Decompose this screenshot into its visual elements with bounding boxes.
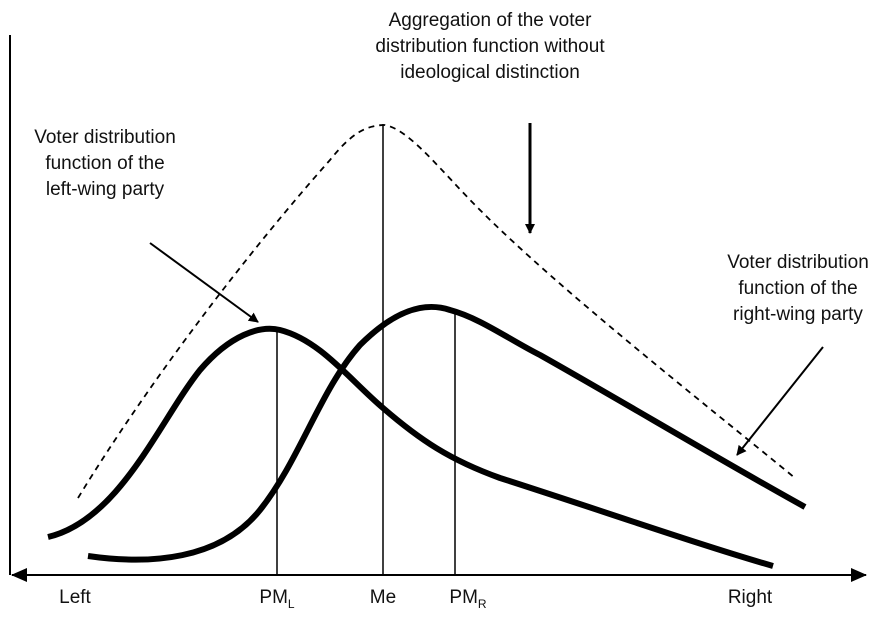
annotation-line: distribution function without (375, 36, 605, 57)
annotation-line: ideological distinction (400, 62, 580, 83)
right-pointer (736, 346, 824, 456)
annotation-line: right-wing party (733, 304, 863, 325)
left-pointer (149, 242, 259, 323)
annotation-line: left-wing party (46, 179, 165, 200)
left-party-curve (47, 325, 774, 569)
annotation-line: Aggregation of the voter (389, 10, 592, 31)
aggregate-curve (77, 124, 796, 499)
marker-sub: L (288, 597, 295, 611)
axis-label: Left (59, 587, 91, 608)
marker-label: PML (259, 587, 295, 611)
annotation-line: Voter distribution (727, 252, 869, 273)
annotation-line: function of the (45, 153, 164, 174)
marker-label: PMR (449, 587, 487, 611)
marker-sub: R (478, 597, 487, 611)
axis-label: Right (728, 587, 773, 608)
marker-base: PM (259, 587, 288, 608)
annotation-line: Voter distribution (34, 127, 176, 148)
annotation-line: function of the (738, 278, 857, 299)
right-party-curve (87, 303, 807, 563)
marker-label: Me (370, 587, 396, 608)
marker-base: PM (449, 587, 478, 608)
